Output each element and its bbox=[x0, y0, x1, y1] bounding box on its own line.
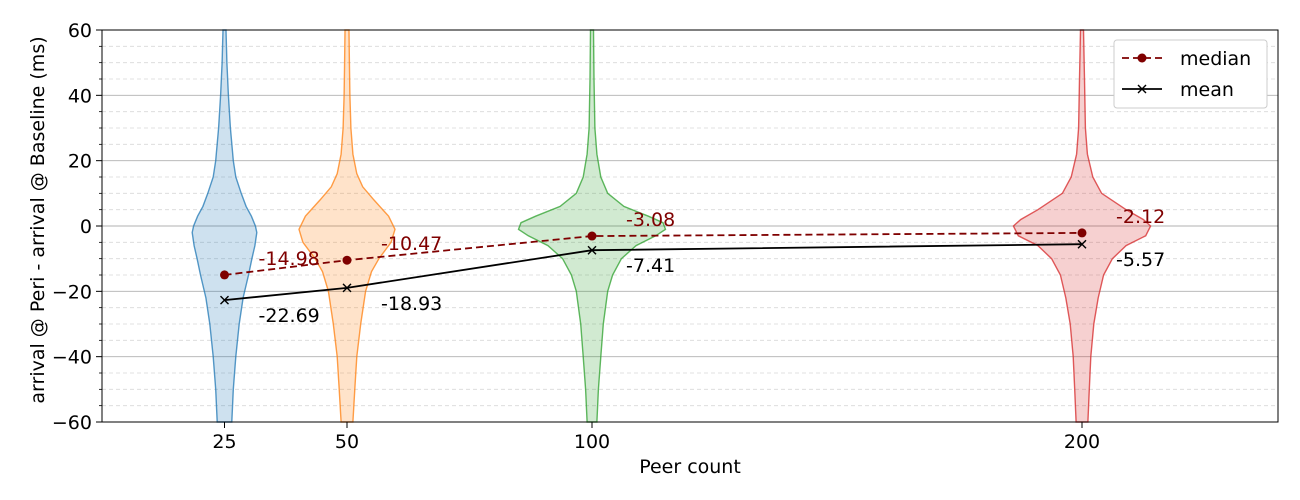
median-data-label: -14.98 bbox=[259, 248, 320, 270]
median-data-label: -3.08 bbox=[626, 209, 675, 231]
median-line bbox=[224, 232, 1083, 276]
median-data-label: -2.12 bbox=[1116, 206, 1165, 228]
violin-25 bbox=[191, 29, 258, 423]
mean-data-label: -18.93 bbox=[381, 293, 442, 315]
y-tick-label: −40 bbox=[52, 347, 92, 369]
series-lines bbox=[220, 228, 1087, 305]
median-data-label: -10.47 bbox=[381, 233, 442, 255]
y-tick-label: 20 bbox=[68, 151, 92, 173]
legend-entry-median: median bbox=[1122, 48, 1251, 70]
legend-label: median bbox=[1180, 48, 1251, 70]
legend: median mean bbox=[1113, 39, 1268, 109]
median-marker bbox=[587, 231, 597, 241]
y-tick-label: −20 bbox=[52, 281, 92, 303]
x-tick-label: 25 bbox=[212, 431, 236, 453]
y-tick-label: −60 bbox=[52, 412, 92, 434]
mean-marker bbox=[342, 283, 352, 293]
violin-50 bbox=[298, 29, 396, 423]
data-labels: -14.98 -10.47 -3.08 -2.12 -22.69 -18.93 -7.41 -… bbox=[259, 206, 1166, 327]
y-tick-label: 0 bbox=[80, 216, 92, 238]
x-tick-label: 200 bbox=[1064, 431, 1100, 453]
mean-line bbox=[224, 243, 1083, 302]
median-marker bbox=[342, 255, 352, 265]
x-axis-label: Peer count bbox=[639, 456, 741, 478]
grid bbox=[102, 45, 1278, 407]
median-marker bbox=[1077, 228, 1087, 238]
mean-marker bbox=[587, 245, 597, 255]
mean-data-label: -7.41 bbox=[626, 255, 675, 277]
mean-marker bbox=[220, 295, 229, 305]
y-tick-label: 60 bbox=[68, 20, 92, 42]
mean-data-label: -5.57 bbox=[1116, 249, 1165, 271]
mean-data-label: -22.69 bbox=[259, 305, 320, 327]
x-tick-label: 100 bbox=[574, 431, 610, 453]
mean-marker bbox=[1077, 239, 1087, 249]
y-axis-label: arrival @ Peri - arrival @ Baseline (ms) bbox=[27, 36, 49, 403]
axes: −60 −40 −20 0 20 40 60 25 50 100 200 bbox=[52, 20, 1100, 453]
y-tick-label: 40 bbox=[68, 85, 92, 107]
median-marker bbox=[220, 270, 229, 280]
legend-box bbox=[1113, 39, 1268, 109]
x-tick-label: 50 bbox=[335, 431, 359, 453]
legend-entry-mean: mean bbox=[1122, 79, 1234, 101]
legend-label: mean bbox=[1180, 79, 1234, 101]
